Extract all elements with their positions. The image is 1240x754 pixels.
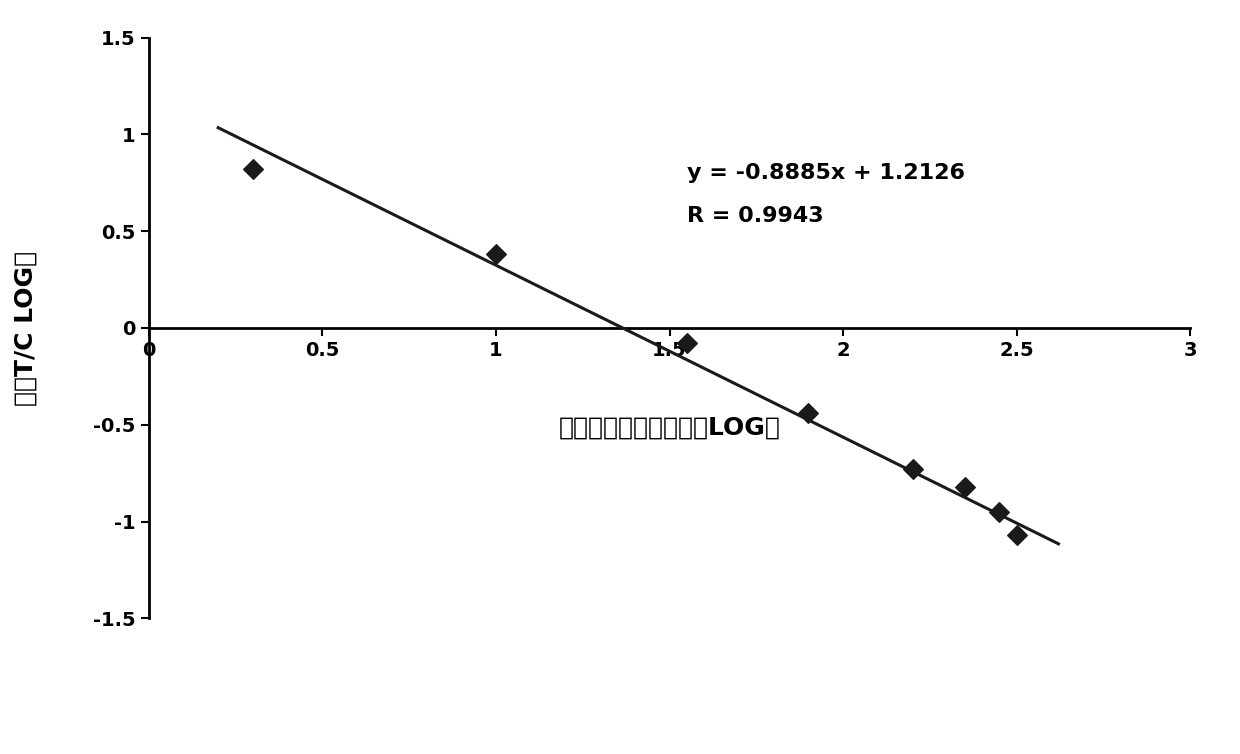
X-axis label: 微量白蛋白质控品浓度LOG值: 微量白蛋白质控品浓度LOG值 xyxy=(559,415,780,440)
Point xyxy=(486,248,506,260)
Y-axis label: 信号T/C LOG值: 信号T/C LOG值 xyxy=(14,250,37,406)
Point xyxy=(955,480,975,492)
Point xyxy=(990,506,1009,518)
Text: y = -0.8885x + 1.2126: y = -0.8885x + 1.2126 xyxy=(687,163,965,183)
Point xyxy=(903,463,923,475)
Point xyxy=(799,407,818,419)
Point xyxy=(677,338,697,350)
Point xyxy=(1007,529,1027,541)
Point xyxy=(243,164,263,176)
Text: R = 0.9943: R = 0.9943 xyxy=(687,206,823,225)
